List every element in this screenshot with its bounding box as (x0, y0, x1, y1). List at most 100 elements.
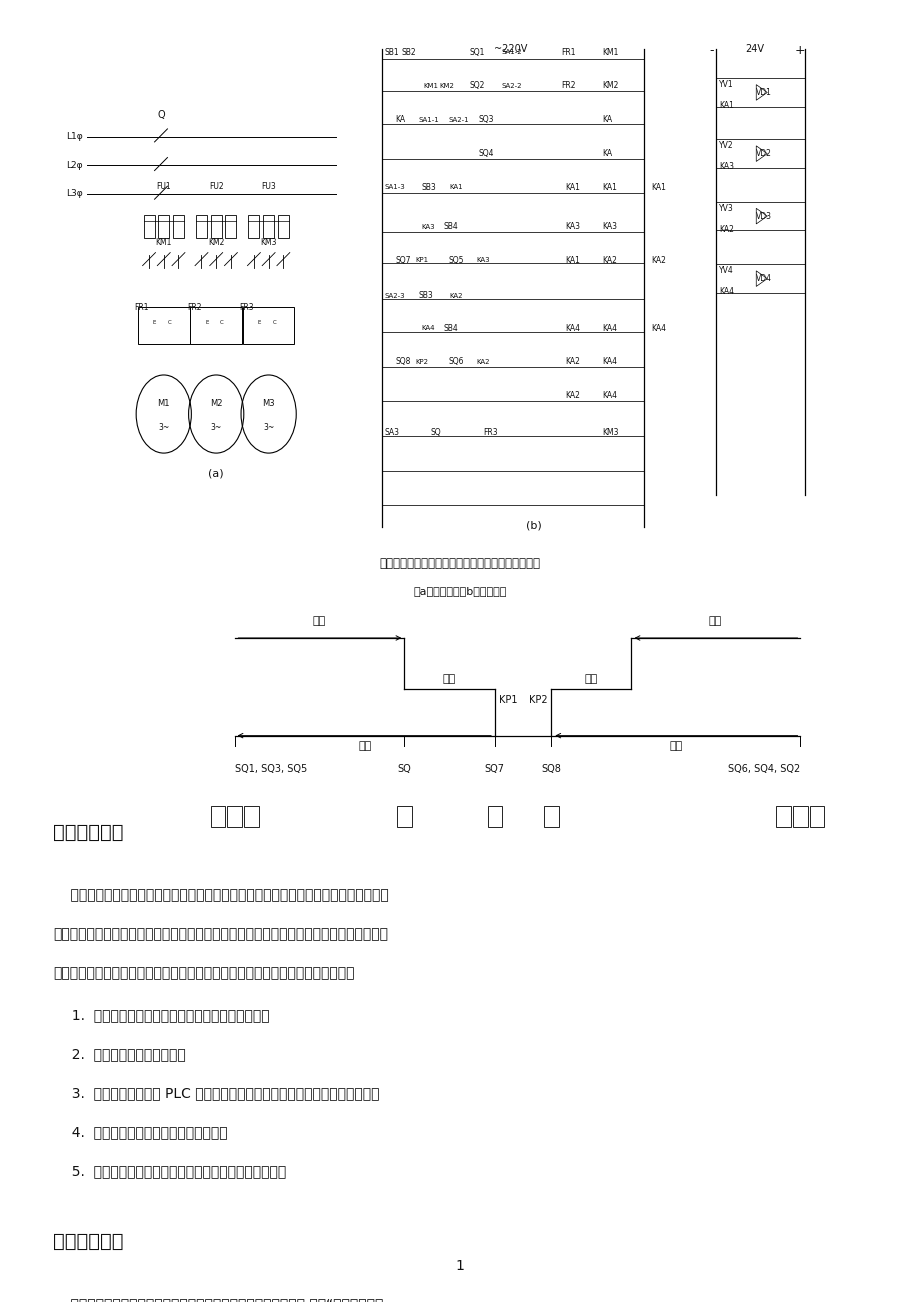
Text: 四、设计报告: 四、设计报告 (53, 1232, 124, 1251)
Text: FR1: FR1 (561, 48, 575, 56)
Text: SQ6, SQ4, SQ2: SQ6, SQ4, SQ2 (727, 764, 800, 775)
Text: SQ: SQ (397, 764, 411, 775)
Text: KA2: KA2 (564, 392, 579, 400)
Text: +: + (794, 44, 805, 57)
Bar (190, 307, 242, 344)
Text: KM2: KM2 (602, 82, 618, 90)
Text: 4.  程序结构与控制功能自行创新设计；: 4. 程序结构与控制功能自行创新设计； (62, 1125, 227, 1139)
Text: KA2: KA2 (651, 256, 665, 264)
Text: KP2: KP2 (528, 695, 547, 706)
Text: KA4: KA4 (719, 288, 733, 296)
Text: SQ1, SQ3, SQ5: SQ1, SQ3, SQ5 (234, 764, 307, 775)
Text: SB4: SB4 (443, 324, 458, 332)
Text: KM2: KM2 (208, 238, 224, 247)
Text: 1.  设计出硬件系统的结构图、接线图、时序图等；: 1. 设计出硬件系统的结构图、接线图、时序图等； (62, 1008, 269, 1022)
Text: SQ3: SQ3 (478, 116, 494, 124)
Text: YV3: YV3 (719, 204, 733, 212)
Text: SQ4: SQ4 (478, 150, 494, 158)
Text: 24V: 24V (744, 44, 763, 55)
Text: VD1: VD1 (755, 89, 771, 96)
Text: VD4: VD4 (755, 275, 771, 283)
Text: KM1: KM1 (423, 83, 437, 89)
Bar (248, 215, 259, 238)
Bar (210, 215, 221, 238)
Text: FU3: FU3 (261, 182, 276, 191)
Text: KA2: KA2 (719, 225, 733, 233)
Text: SQ2: SQ2 (469, 82, 484, 90)
Text: KM3: KM3 (602, 428, 618, 436)
Text: SB3: SB3 (421, 184, 436, 191)
Text: 快进: 快进 (709, 616, 721, 626)
Text: M2: M2 (210, 400, 222, 408)
Text: KP1: KP1 (498, 695, 516, 706)
Text: KA2: KA2 (564, 358, 579, 366)
Text: KM2: KM2 (439, 83, 454, 89)
Text: KA1: KA1 (564, 256, 579, 264)
Text: SA1-2: SA1-2 (501, 49, 521, 55)
Text: SA1-1: SA1-1 (418, 117, 439, 122)
Text: KA3: KA3 (602, 223, 617, 230)
Bar (227, 806, 242, 827)
Text: VD2: VD2 (755, 150, 771, 158)
Text: SA2-1: SA2-1 (448, 117, 469, 122)
Bar (143, 215, 154, 238)
Text: KA: KA (602, 116, 612, 124)
Text: L1φ: L1φ (66, 133, 83, 141)
Text: M1: M1 (157, 400, 170, 408)
Bar (792, 806, 807, 827)
Text: KA4: KA4 (602, 358, 617, 366)
Text: SQ6: SQ6 (448, 358, 464, 366)
Text: Q: Q (157, 109, 165, 120)
Text: KP2: KP2 (415, 359, 428, 365)
Text: 双面单工位液压组合机床继电接触器控制电气原理图: 双面单工位液压组合机床继电接触器控制电气原理图 (380, 557, 540, 570)
Text: KA4: KA4 (564, 324, 579, 332)
Polygon shape (755, 146, 766, 161)
Bar (244, 806, 258, 827)
Text: KA1: KA1 (651, 184, 665, 191)
Text: （a）主电路；（b）控制电路: （a）主电路；（b）控制电路 (413, 586, 506, 596)
Text: YV2: YV2 (719, 142, 733, 150)
Text: -: - (709, 44, 712, 57)
Bar (543, 806, 558, 827)
Bar (225, 215, 236, 238)
Text: FR3: FR3 (239, 303, 254, 311)
Bar (776, 806, 790, 827)
Text: YV4: YV4 (719, 267, 733, 275)
Text: E: E (257, 320, 261, 326)
Text: SA1-3: SA1-3 (384, 185, 405, 190)
Text: KA4: KA4 (421, 326, 435, 331)
Text: 3~: 3~ (158, 423, 169, 431)
Text: 课程设计报告要做到层次清晰，论述清楚，图表正确，书写工整 详见“课程设计报告: 课程设计报告要做到层次清晰，论述清楚，图表正确，书写工整 详见“课程设计报告 (53, 1297, 383, 1302)
Text: KA4: KA4 (602, 392, 617, 400)
Bar (173, 215, 184, 238)
Bar (809, 806, 823, 827)
Text: 工进: 工进 (442, 673, 456, 684)
Text: KA1: KA1 (564, 184, 579, 191)
Text: KA2: KA2 (448, 293, 462, 298)
Text: 2.  系统有启动、停止功能；: 2. 系统有启动、停止功能； (62, 1047, 185, 1061)
Text: SB1: SB1 (384, 48, 399, 56)
Text: 3.  运用功能指令进行 PLC 控制程序设计，并有主程序、子程序和中断程序；: 3. 运用功能指令进行 PLC 控制程序设计，并有主程序、子程序和中断程序； (62, 1086, 379, 1100)
Text: YV1: YV1 (719, 81, 733, 89)
Bar (263, 215, 274, 238)
Text: 3~: 3~ (210, 423, 221, 431)
Text: KP1: KP1 (415, 258, 428, 263)
Bar (487, 806, 502, 827)
Text: KA3: KA3 (476, 258, 490, 263)
Text: SA2-3: SA2-3 (384, 293, 404, 298)
Bar (210, 806, 225, 827)
Text: 快退: 快退 (357, 741, 371, 751)
Text: FR2: FR2 (187, 303, 201, 311)
Text: SB4: SB4 (443, 223, 458, 230)
Text: L3φ: L3φ (66, 190, 83, 198)
Text: KM1: KM1 (155, 238, 172, 247)
Text: SB2: SB2 (401, 48, 415, 56)
Text: 三、设计任务: 三、设计任务 (53, 823, 124, 842)
Text: E: E (153, 320, 156, 326)
Text: SQ8: SQ8 (541, 764, 561, 775)
Text: FR3: FR3 (482, 428, 497, 436)
Text: 1: 1 (455, 1259, 464, 1273)
Bar (397, 806, 412, 827)
Text: KA4: KA4 (602, 324, 617, 332)
Text: KM1: KM1 (602, 48, 618, 56)
